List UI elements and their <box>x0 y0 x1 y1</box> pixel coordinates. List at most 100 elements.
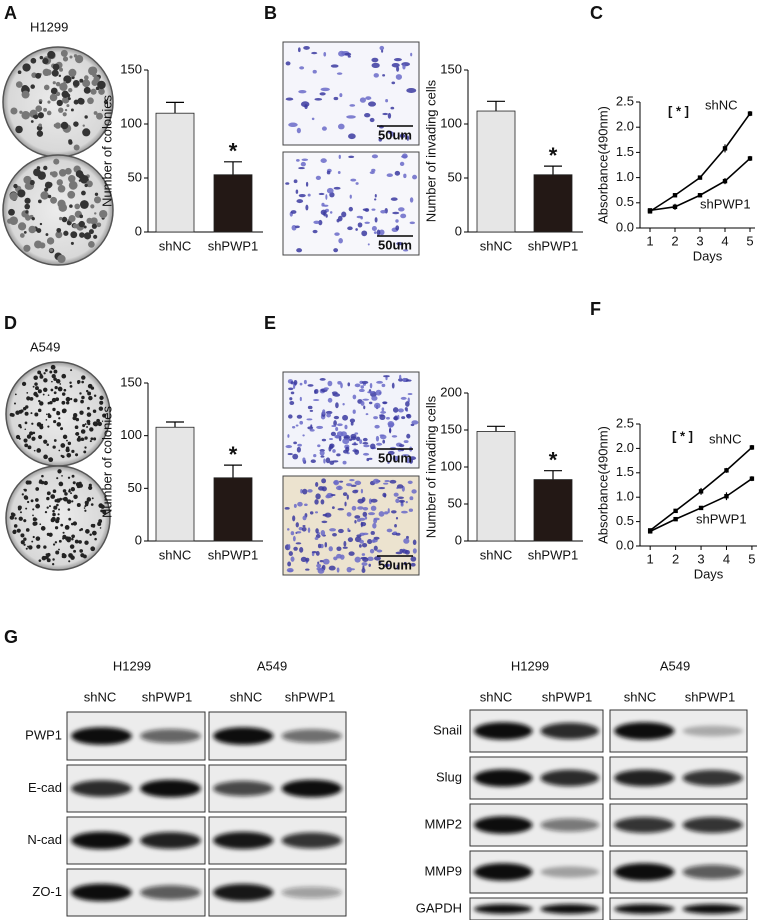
cell <box>299 382 303 386</box>
cell <box>369 548 375 554</box>
cell <box>309 428 315 432</box>
colony <box>30 57 37 64</box>
scale-bar-label: 50um <box>378 237 412 252</box>
cell <box>358 517 366 521</box>
colony <box>59 497 63 501</box>
colony <box>62 112 67 117</box>
colony <box>54 526 59 530</box>
cell <box>396 242 404 246</box>
cell <box>284 507 290 510</box>
cell <box>387 508 390 514</box>
colony <box>87 97 94 105</box>
cell <box>357 506 364 510</box>
cell <box>339 480 344 483</box>
cell <box>410 423 415 427</box>
band <box>213 883 274 902</box>
marker <box>673 508 678 514</box>
colony <box>91 497 94 500</box>
cell <box>287 561 292 567</box>
colony <box>83 86 91 94</box>
x-axis-label: Days <box>694 566 724 581</box>
band <box>473 863 533 881</box>
y-tick-label: 2.5 <box>616 415 634 430</box>
blot-panel <box>469 850 604 894</box>
cell <box>407 480 413 485</box>
colony <box>47 182 53 188</box>
colony <box>73 54 78 58</box>
y-tick-label: 50 <box>128 169 142 184</box>
cell <box>325 494 331 499</box>
cell <box>395 516 399 520</box>
cell <box>331 391 338 395</box>
cell <box>368 563 371 567</box>
y-tick-label: 2.0 <box>616 119 634 134</box>
colony <box>32 115 36 118</box>
cell <box>287 434 290 438</box>
cell <box>374 402 381 409</box>
marker <box>697 175 703 180</box>
cell <box>296 158 300 162</box>
cell <box>302 524 306 528</box>
colony <box>82 79 91 88</box>
colony <box>31 216 35 221</box>
colony <box>10 512 15 516</box>
cell <box>388 428 392 433</box>
cell <box>360 385 364 389</box>
cell <box>371 208 376 211</box>
cell <box>327 380 333 387</box>
image-frame <box>282 151 420 256</box>
cell <box>399 374 402 380</box>
cell <box>325 457 331 464</box>
colony <box>74 425 79 430</box>
blot-row-label: PWP1 <box>25 727 62 742</box>
cell <box>315 528 319 534</box>
colony <box>66 439 68 442</box>
cell <box>321 478 327 484</box>
y-axis-label: Number of invading cells <box>423 79 438 222</box>
blot-panel <box>609 897 748 920</box>
bar <box>213 174 253 233</box>
cell <box>395 532 401 536</box>
cell <box>371 57 379 63</box>
cell <box>354 556 361 563</box>
cell <box>380 434 387 440</box>
colony <box>15 125 23 134</box>
y-tick-label: 1.0 <box>616 489 634 504</box>
cell <box>387 460 390 464</box>
colony <box>37 389 42 394</box>
cell <box>316 425 324 429</box>
colony <box>79 232 85 238</box>
cell <box>317 444 321 448</box>
colony <box>48 532 53 537</box>
colony <box>54 386 58 390</box>
cell <box>364 113 371 118</box>
cell <box>323 52 327 57</box>
colony <box>49 370 53 374</box>
colony <box>14 393 17 396</box>
cell <box>303 379 307 385</box>
colony <box>50 364 56 370</box>
colony <box>62 553 67 559</box>
colony <box>58 449 61 452</box>
bar <box>213 477 253 542</box>
cell <box>379 229 385 236</box>
blot-panel <box>609 803 748 847</box>
cell <box>297 443 302 447</box>
colony <box>66 499 72 504</box>
colony <box>63 388 67 392</box>
colony <box>27 180 31 184</box>
cell <box>314 536 319 541</box>
cell <box>338 528 344 534</box>
colony <box>18 222 27 231</box>
colony <box>90 217 98 225</box>
band <box>473 904 533 914</box>
colony <box>78 179 82 182</box>
colony <box>25 507 28 510</box>
colony <box>24 182 32 190</box>
colony <box>68 87 73 93</box>
cell <box>357 498 365 504</box>
cell <box>341 211 347 218</box>
cell <box>376 549 383 553</box>
cell <box>393 416 398 421</box>
cell <box>290 556 295 562</box>
